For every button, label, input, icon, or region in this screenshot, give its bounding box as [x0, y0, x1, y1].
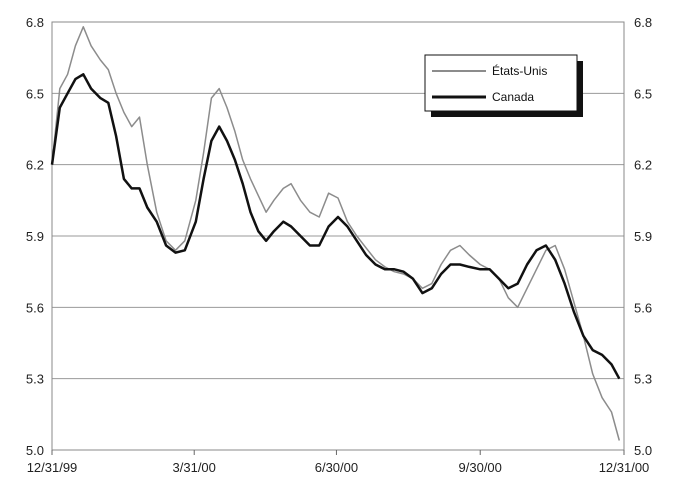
y-tick-label-right: 6.5: [634, 86, 652, 101]
x-tick-label: 12/31/00: [599, 460, 650, 475]
series-lines: [50, 26, 621, 441]
x-tick-label: 12/31/99: [27, 460, 78, 475]
y-tick-label-right: 5.3: [634, 372, 652, 387]
y-tick-label-left: 5.0: [26, 443, 44, 458]
y-tick-label-right: 5.0: [634, 443, 652, 458]
legend-label-canada: Canada: [492, 90, 534, 104]
plot-frame: [51, 21, 625, 451]
x-axis-ticks: 12/31/99 3/31/00 6/30/00 9/30/00 12/31/00: [27, 450, 650, 475]
y-tick-label-right: 6.8: [634, 15, 652, 30]
y-tick-label-left: 6.2: [26, 158, 44, 173]
x-tick-label: 3/31/00: [173, 460, 216, 475]
legend-label-etats-unis: États-Unis: [492, 63, 547, 78]
legend: États-Unis Canada: [424, 54, 583, 117]
y-tick-label-left: 6.8: [26, 15, 44, 30]
y-tick-label-left: 5.6: [26, 300, 44, 315]
y-tick-label-left: 6.5: [26, 86, 44, 101]
y-tick-label-right: 6.2: [634, 158, 652, 173]
y-axis-left-ticks: 6.8 6.5 6.2 5.9 5.6 5.3 5.0: [26, 15, 44, 458]
legend-box: [424, 54, 578, 112]
y-tick-label-right: 5.6: [634, 300, 652, 315]
y-tick-label-left: 5.3: [26, 372, 44, 387]
series-line-canada: [50, 73, 621, 380]
x-tick-label: 9/30/00: [459, 460, 502, 475]
y-axis-right-ticks: 6.8 6.5 6.2 5.9 5.6 5.3 5.0: [634, 15, 652, 458]
y-tick-label-left: 5.9: [26, 229, 44, 244]
series-line-etats-unis: [51, 26, 621, 441]
x-tick-label: 6/30/00: [315, 460, 358, 475]
y-tick-label-right: 5.9: [634, 229, 652, 244]
